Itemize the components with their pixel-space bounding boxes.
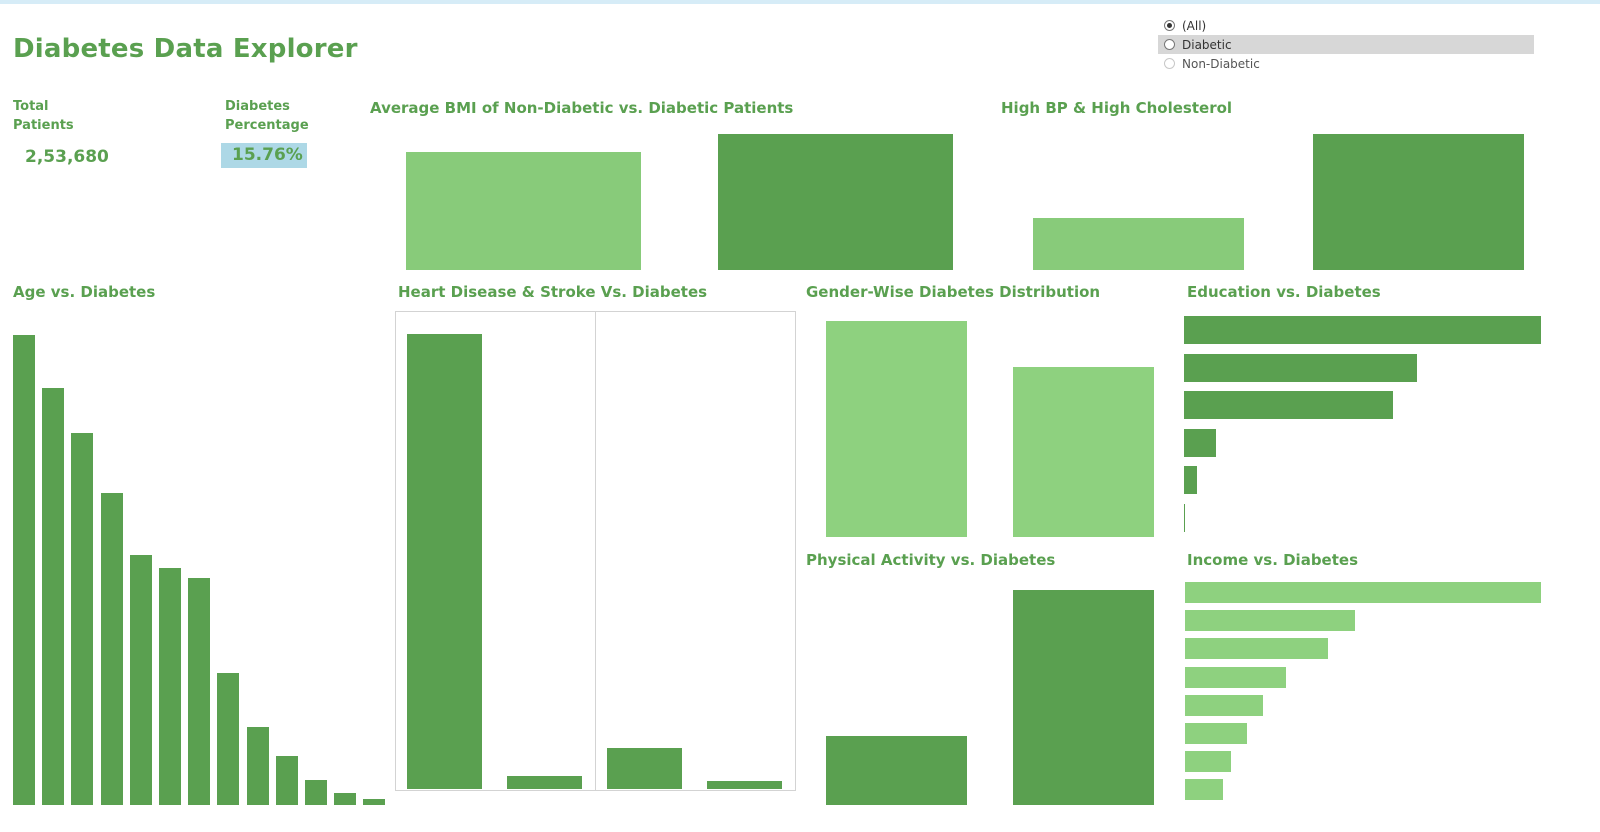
education-bar[interactable] [1184,354,1417,382]
heart-stroke-panel-divider [595,311,596,791]
heart-stroke-bar[interactable] [707,781,782,789]
filter-option-non-diabetic[interactable]: Non-Diabetic [1158,54,1534,73]
income-bar[interactable] [1185,695,1263,716]
education-bar[interactable] [1184,429,1216,457]
filter-option-diabetic[interactable]: Diabetic [1158,35,1534,54]
radio-unchecked-icon[interactable] [1164,39,1175,50]
bmi-chart-title: Average BMI of Non-Diabetic vs. Diabetic… [370,99,794,117]
diabetes-percentage-label-line2: Percentage [225,118,309,133]
total-patients-value: 2,53,680 [25,147,109,167]
filter-option-label: Non-Diabetic [1182,56,1260,71]
age-bar[interactable] [42,388,64,805]
gender-bar[interactable] [1013,367,1154,537]
physical-activity-bar[interactable] [1013,590,1154,805]
education-bar[interactable] [1184,466,1197,494]
total-patients-label: Total Patients [13,97,74,135]
age-bar[interactable] [363,799,385,805]
age-bar[interactable] [276,756,298,805]
filter-option-label: (All) [1182,18,1207,33]
age-bar[interactable] [247,727,269,805]
diabetes-percentage-value: 15.76% [221,143,307,168]
bp-cholesterol-bar[interactable] [1033,218,1244,270]
heart-stroke-bar[interactable] [407,334,482,789]
age-bar[interactable] [188,578,210,805]
education-bar[interactable] [1184,316,1541,344]
bmi-bar[interactable] [406,152,641,270]
age-bar[interactable] [159,568,181,805]
top-accent-bar [0,0,1600,4]
heart-stroke-bar[interactable] [507,776,582,789]
filter-option-all[interactable]: (All) [1158,16,1534,35]
education-chart-title: Education vs. Diabetes [1187,283,1381,301]
total-patients-label-line2: Patients [13,118,74,133]
age-bar[interactable] [71,433,93,805]
heart-stroke-chart-title: Heart Disease & Stroke Vs. Diabetes [398,283,708,301]
filter-option-label: Diabetic [1182,37,1232,52]
income-bar[interactable] [1185,751,1231,772]
dashboard-title: Diabetes Data Explorer [13,34,358,64]
bp-cholesterol-bar[interactable] [1313,134,1524,270]
age-bar[interactable] [334,793,356,805]
gender-chart-title: Gender-Wise Diabetes Distribution [806,283,1101,301]
income-bar[interactable] [1185,638,1328,659]
bmi-bar[interactable] [718,134,953,270]
income-bar[interactable] [1185,582,1541,603]
income-bar[interactable] [1185,667,1286,688]
radio-checked-icon[interactable] [1164,20,1175,31]
diabetes-status-filter: (All) Diabetic Non-Diabetic [1158,16,1534,73]
physical-activity-bar[interactable] [826,736,967,805]
age-bar[interactable] [101,493,123,805]
age-bar[interactable] [217,673,239,805]
education-bar[interactable] [1184,391,1393,419]
age-chart-title: Age vs. Diabetes [13,283,156,301]
income-bar[interactable] [1185,610,1355,631]
education-bar[interactable] [1184,504,1185,532]
income-bar[interactable] [1185,723,1247,744]
bp-cholesterol-chart-title: High BP & High Cholesterol [1001,99,1233,117]
age-bar[interactable] [13,335,35,805]
age-bar[interactable] [305,780,327,805]
total-patients-label-line1: Total [13,99,49,114]
gender-bar[interactable] [826,321,967,537]
age-bar[interactable] [130,555,152,805]
diabetes-percentage-label-line1: Diabetes [225,99,290,114]
heart-stroke-bar[interactable] [607,748,682,789]
income-bar[interactable] [1185,779,1223,800]
diabetes-percentage-label: Diabetes Percentage [225,97,309,135]
income-chart-title: Income vs. Diabetes [1187,551,1359,569]
physical-activity-chart-title: Physical Activity vs. Diabetes [806,551,1056,569]
radio-unchecked-icon[interactable] [1164,58,1175,69]
